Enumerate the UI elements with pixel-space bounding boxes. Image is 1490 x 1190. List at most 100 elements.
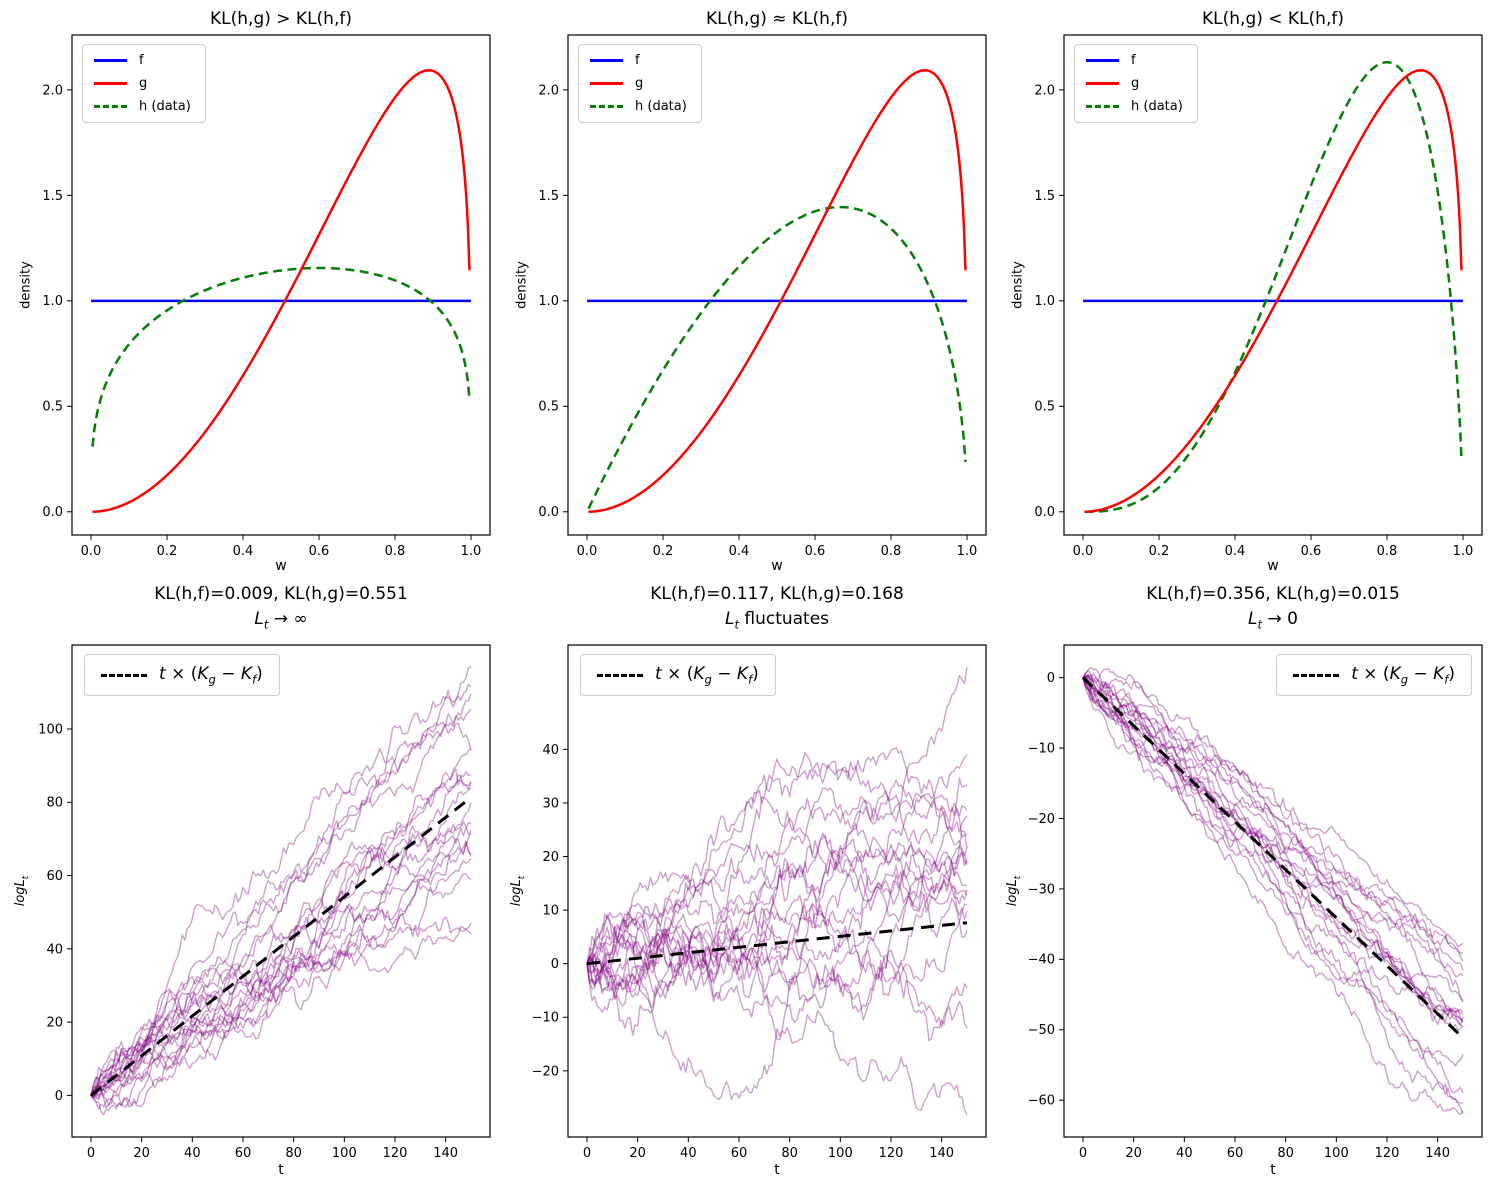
y-axis-label-loglt-1: logLt [13,875,31,907]
y-tick-label: 40 [46,942,63,957]
likelihood-walk-path [586,925,968,1029]
x-tick-label: 140 [433,1146,458,1161]
y-tick-label: 2.0 [1034,83,1055,98]
panel-title-top-right: KL(h,g) < KL(h,f) [1202,9,1344,29]
legend-entry-f: f [1086,53,1183,68]
legend-label-g: g [635,76,644,91]
x-tick-label: 0.8 [881,544,902,559]
x-tick-label: 0.4 [729,544,750,559]
curve-g [1084,69,1463,514]
y-tick-label: −20 [532,1064,559,1079]
legend-label-f: f [1131,53,1136,68]
plot-top-middle: 0.0 0.2 0.4 0.6 0.8 1.0 0.0 0.5 1.0 1.5 2.0 [538,34,987,559]
plot-top-left: 0.0 0.2 0.4 0.6 0.8 1.0 0.0 0.5 1.0 1.5 2.0 [42,34,491,559]
legend-top-right: f g h (data) [1074,44,1198,123]
likelihood-walk-path [586,902,968,1007]
x-tick-label: 80 [1277,1146,1294,1161]
likelihood-walk-path [586,861,968,1037]
likelihood-walk-path [90,822,472,1097]
x-tick-label: 0 [87,1146,95,1161]
axes-box [1063,34,1483,536]
x-tick-label: 20 [1125,1146,1142,1161]
x-tick-label: 100 [332,1146,357,1161]
legend-entry-reference: t × (Kg − Kf) [1293,664,1455,686]
legend-label-h: h (data) [1131,99,1183,114]
x-tick-label: 60 [731,1146,748,1161]
likelihood-walk-path [586,829,968,998]
curve-hdata [91,266,471,447]
y-tick-label: 1.5 [538,189,559,204]
legend-label-reference: t × (Kg − Kf) [655,664,759,687]
x-tick-label: 0.6 [309,544,330,559]
x-axis-label-t-2: t [774,1162,780,1178]
panel-title-bottom-right-line2: Lt → 0 [1248,609,1298,632]
y-tick-label: 1.5 [1034,189,1055,204]
likelihood-walk-path [1082,668,1464,1003]
x-tick-label: 80 [285,1146,302,1161]
x-tick-label: 120 [879,1146,904,1161]
y-tick-label: −40 [1028,953,1055,968]
likelihood-walk-path [90,774,472,1108]
legend-bottom-middle: t × (Kg − Kf) [580,654,776,697]
curve-hdata [1084,61,1463,514]
x-tick-label: 0.4 [1225,544,1246,559]
y-tick-label: 0.0 [1034,505,1055,520]
likelihood-walk-path [586,834,968,1008]
likelihood-walk-path [90,748,472,1099]
x-tick-label: 1.0 [461,544,482,559]
likelihood-walk-path [586,913,968,1115]
reference-line [1081,676,1465,1039]
y-tick-label: 1.0 [538,294,559,309]
reference-line-sample [101,673,147,677]
likelihood-walk-path [90,873,472,1096]
likelihood-walk-path [90,857,472,1096]
legend-entry-h: h (data) [94,99,191,114]
likelihood-walk-path [586,847,968,1024]
legend-label-reference: t × (Kg − Kf) [159,664,263,687]
y-tick-label: 80 [46,796,63,811]
x-axis-label-w-2: w [771,558,783,574]
likelihood-walk-path [586,843,968,985]
likelihood-walk-path [586,792,968,965]
legend-label-h: h (data) [635,99,687,114]
likelihood-walk-path [1082,677,1464,1026]
x-tick-label: 0.6 [1301,544,1322,559]
y-tick-label: 40 [542,743,559,758]
y-tick-label: 1.0 [42,294,63,309]
x-tick-label: 20 [629,1146,646,1161]
y-tick-label: 30 [542,796,559,811]
y-tick-label: 0 [1047,671,1055,686]
legend-entry-g: g [94,76,191,91]
h-line-sample [1086,105,1119,108]
panel-title-bottom-left-line2: Lt → ∞ [254,609,308,632]
likelihood-walk-path [90,925,472,1096]
legend-top-middle: f g h (data) [578,44,702,123]
x-tick-label: 40 [1176,1146,1193,1161]
legend-entry-f: f [590,53,687,68]
likelihood-walk-path [90,821,472,1097]
y-tick-label: 2.0 [538,83,559,98]
x-tick-label: 1.0 [957,544,978,559]
y-tick-label: 100 [38,722,63,737]
x-tick-label: 0.4 [233,544,254,559]
likelihood-walk-path [586,747,968,992]
f-line-sample [94,59,127,62]
likelihood-walk-path [586,787,968,964]
reference-line [586,921,968,966]
y-tick-label: 10 [542,904,559,919]
panel-title-bottom-left-line1: KL(h,f)=0.009, KL(h,g)=0.551 [154,584,408,604]
panel-title-bottom-right-line1: KL(h,f)=0.356, KL(h,g)=0.015 [1146,584,1400,604]
x-tick-label: 140 [1425,1146,1450,1161]
y-axis-label-density-3: density [1010,261,1026,309]
x-tick-label: 120 [1375,1146,1400,1161]
y-tick-label: −30 [1028,882,1055,897]
axes-box [71,34,491,536]
likelihood-walk-path [586,751,968,964]
y-axis-label-density-2: density [514,261,530,309]
likelihood-walk-path [1082,673,1464,971]
x-axis-label-t-3: t [1270,1162,1276,1178]
axes-box [567,34,987,536]
axes-box [71,644,491,1138]
y-tick-label: 0 [55,1089,63,1104]
